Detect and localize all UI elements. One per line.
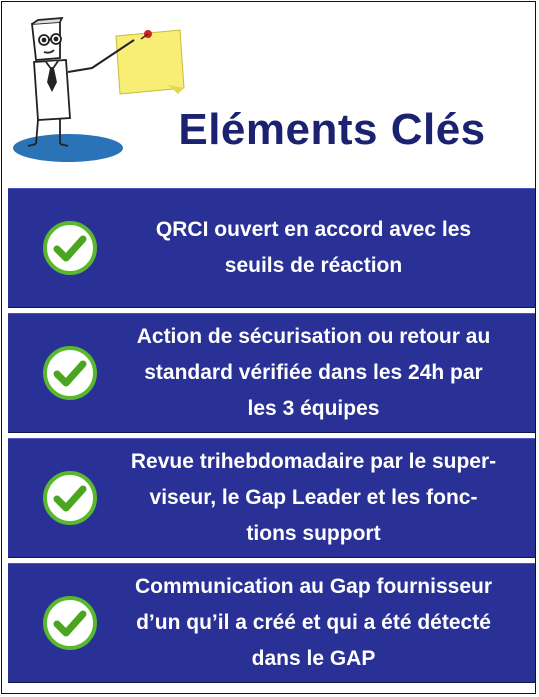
check-icon <box>43 471 97 525</box>
floor-shadow <box>13 134 123 162</box>
list-item: QRCI ouvert en accord avec les seuils de… <box>8 188 535 308</box>
list-item-text: Revue trihebdomadaire par le super- vise… <box>130 450 497 545</box>
check-icon <box>43 596 97 650</box>
list-item: Revue trihebdomadaire par le super- vise… <box>8 438 535 558</box>
list-item-text: QRCI ouvert en accord avec les seuils de… <box>155 218 472 277</box>
page-title: Eléments Clés <box>178 105 486 154</box>
person-figure <box>27 16 71 147</box>
header: Eléments Clés <box>2 2 537 188</box>
check-icon <box>43 346 97 400</box>
list-item-text: Communication au Gap fournisseur d’un qu… <box>134 575 493 670</box>
list-item: Action de sécurisation ou retour au stan… <box>8 313 535 433</box>
sticky-note-icon <box>115 29 185 95</box>
list-item: Communication au Gap fournisseur d’un qu… <box>8 563 535 683</box>
list-item-text: Action de sécurisation ou retour au stan… <box>136 325 491 420</box>
presenter-illustration <box>13 16 185 162</box>
key-elements-list: QRCI ouvert en accord avec les seuils de… <box>8 188 535 683</box>
check-icon <box>43 221 97 275</box>
